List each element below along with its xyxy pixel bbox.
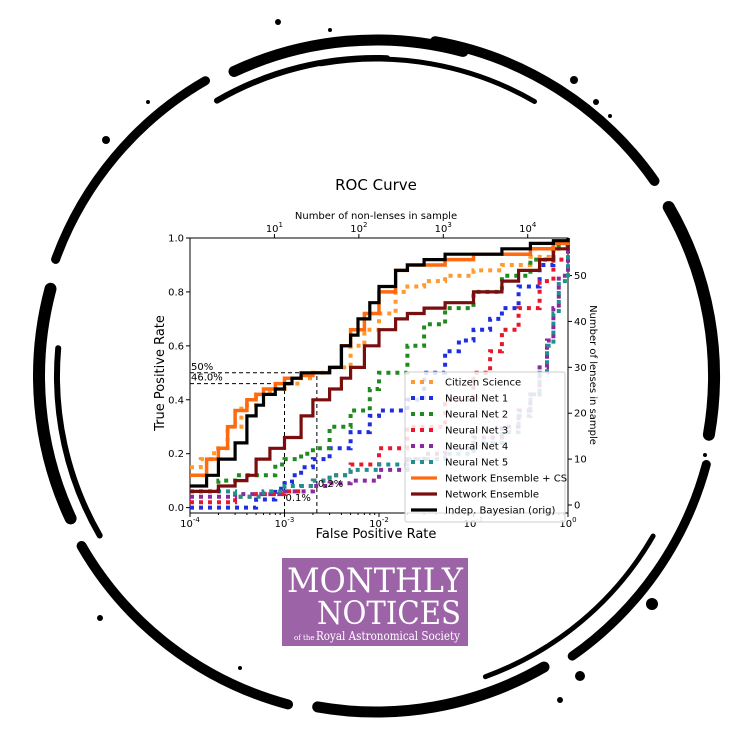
x-tick-exponent: 0 (572, 516, 576, 524)
x-tick-label: 10-3 (275, 516, 295, 530)
series-line (190, 238, 570, 499)
logo-line-society: Royal Astronomical Society (316, 629, 460, 643)
logo-line-prefix: of the (294, 634, 315, 642)
y-tick-label: 0.4 (168, 395, 184, 406)
y-tick-label: 0.6 (168, 341, 184, 352)
annotations: 50%46.0% 0.1% 0.2% (191, 362, 343, 504)
ring-dot (593, 99, 599, 105)
ring-stroke (430, 36, 660, 186)
decorative-ring (33, 19, 721, 718)
ring-dot (608, 114, 612, 118)
legend-entry: Citizen Science (445, 378, 521, 389)
ring-dot (703, 453, 707, 457)
top-x-tick-label: 103 (435, 221, 452, 235)
top-x-tick-exponent: 1 (279, 221, 283, 229)
y-tick-label: 0.2 (168, 449, 184, 460)
logo-background (282, 558, 468, 646)
legend-entry: Neural Net 3 (445, 426, 508, 437)
ring-dot (37, 417, 43, 423)
y-tick-label: 1.0 (168, 234, 184, 245)
y-axis-label: True Positive Rate (153, 315, 168, 432)
right-y-axis-label: Number of lenses in sample (587, 305, 598, 445)
mnras-logo: MONTHLY NOTICES of the Royal Astronomica… (282, 558, 468, 646)
right-y-tick-label: 0 (574, 501, 580, 512)
y-tick-label: 0.0 (168, 503, 184, 514)
top-x-axis-label: Number of non-lenses in sample (295, 211, 457, 222)
series-line (190, 238, 570, 494)
ring-stroke (318, 56, 537, 104)
ring-stroke (53, 345, 103, 539)
annotation-0-2-percent: 0.2% (318, 479, 343, 490)
ring-dot (557, 697, 563, 703)
ring-stroke (662, 201, 721, 441)
series-line (190, 238, 570, 493)
series-line (190, 238, 570, 488)
x-axis-label: False Positive Rate (316, 527, 437, 542)
ring-stroke (33, 282, 77, 525)
annotation-46-percent: 46.0% (191, 373, 223, 384)
ring-dot (97, 615, 103, 621)
logo-line-monthly: MONTHLY (287, 561, 464, 601)
legend-entry: Indep. Bayesian (orig) (445, 506, 555, 517)
right-y-tick-label: 20 (574, 409, 587, 420)
legend-entry: Neural Net 2 (445, 410, 508, 421)
x-tick-exponent: -3 (287, 516, 294, 524)
ring-stroke (51, 76, 210, 264)
right-y-tick-label: 50 (574, 271, 587, 282)
series-line (190, 238, 570, 510)
top-x-tick-label: 101 (266, 221, 283, 235)
legend-entry: Neural Net 4 (445, 442, 508, 453)
legend: Citizen Science Neural Net 1 Neural Net 2 N… (404, 371, 567, 523)
top-x-tick-exponent: 2 (363, 221, 367, 229)
ring-dot (328, 28, 332, 32)
roc-chart: ROC Curve Number of non-lenses in sample… (153, 176, 598, 542)
top-x-tick-exponent: 3 (447, 221, 451, 229)
series-layer (190, 238, 570, 510)
x-tick-exponent: -4 (193, 516, 201, 524)
x-tick-label: 10-4 (180, 516, 200, 530)
legend-entry: Network Ensemble (445, 490, 539, 501)
top-x-tick-label: 104 (519, 221, 537, 235)
ring-stroke (567, 460, 711, 661)
logo-line-notices: NOTICES (317, 594, 461, 632)
legend-entry: Neural Net 1 (445, 394, 508, 405)
legend-box (404, 371, 566, 523)
legend-entry: Network Ensemble + CS (445, 474, 567, 485)
ring-dot (275, 19, 281, 25)
ring-dot (646, 598, 658, 610)
right-y-tick-label: 30 (574, 363, 587, 374)
x-tick-exponent: -2 (382, 516, 389, 524)
ring-stroke (482, 533, 656, 680)
series-line (190, 238, 570, 499)
ring-stroke (228, 34, 469, 77)
ring-dot (238, 666, 242, 670)
right-y-tick-label: 40 (574, 317, 587, 328)
right-y-tick-label: 10 (574, 455, 587, 466)
legend-entry: Neural Net 5 (445, 458, 508, 469)
annotation-50-percent: 50% (191, 362, 213, 373)
top-x-tick-exponent: 4 (532, 221, 537, 229)
ring-dot (575, 671, 585, 681)
annotation-0-1-percent: 0.1% (286, 493, 311, 504)
ring-dot (146, 100, 150, 104)
ring-stroke (312, 661, 550, 718)
chart-title: ROC Curve (335, 176, 417, 194)
top-x-tick-label: 102 (350, 221, 367, 235)
ring-stroke (76, 541, 293, 710)
ring-dot (102, 136, 110, 144)
y-tick-label: 0.8 (168, 287, 184, 298)
ring-dot (570, 76, 578, 84)
